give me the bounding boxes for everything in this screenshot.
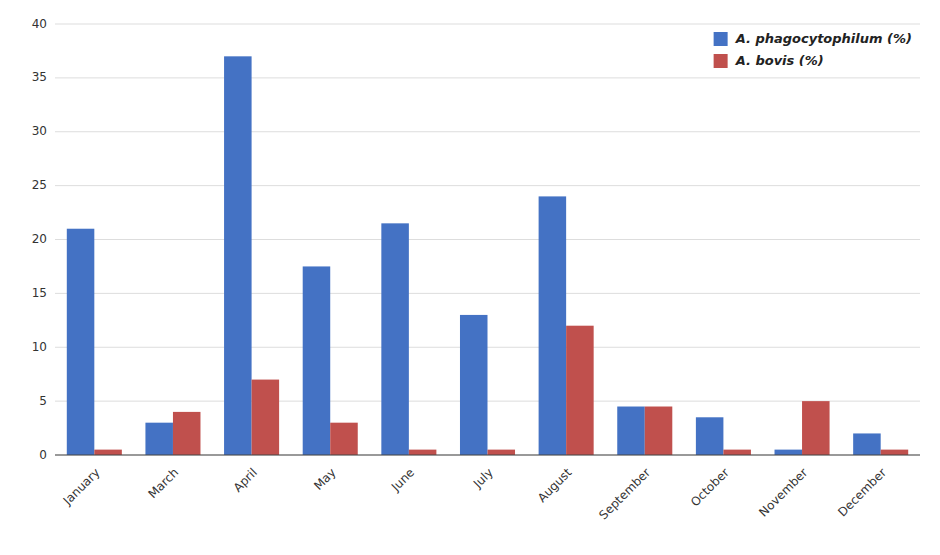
- x-axis: January March April May June July August Septem…: [55, 455, 920, 522]
- bar: [696, 417, 724, 455]
- bars: [67, 56, 908, 455]
- bar: [330, 423, 358, 455]
- bar: [723, 450, 751, 455]
- bar: [409, 450, 437, 455]
- chart-svg: 0 5 10 15 20 25 30 35 40 January March April May June…: [0, 0, 940, 555]
- bar: [224, 56, 252, 455]
- legend-label: A. bovis (%): [735, 53, 824, 68]
- legend: A. phagocytophilum (%) A. bovis (%): [714, 31, 912, 69]
- y-tick-label: 20: [32, 232, 47, 246]
- x-tick-label: June: [388, 465, 417, 494]
- x-tick-label: May: [311, 465, 338, 492]
- bar: [94, 450, 122, 455]
- bar: [67, 229, 95, 455]
- series: [67, 56, 881, 455]
- y-tick-label: 25: [32, 178, 47, 192]
- legend-swatch: [714, 54, 728, 68]
- y-tick-label: 40: [32, 17, 47, 31]
- bar: [645, 407, 673, 455]
- x-tick-label: March: [146, 465, 182, 501]
- bar: [566, 326, 594, 455]
- y-tick-label: 30: [32, 124, 47, 138]
- y-tick-label: 5: [39, 394, 47, 408]
- x-tick-label: November: [756, 465, 810, 519]
- chart-container: 0 5 10 15 20 25 30 35 40 January March April May June…: [0, 0, 940, 555]
- x-tick-label: January: [60, 465, 103, 508]
- grid-line: [55, 24, 920, 25]
- series: [94, 326, 908, 455]
- y-axis: 0 5 10 15 20 25 30 35 40: [32, 17, 47, 462]
- bar: [539, 196, 567, 455]
- x-tick-label: October: [688, 465, 732, 509]
- bar: [488, 450, 516, 455]
- bar: [460, 315, 488, 455]
- y-tick-label: 35: [32, 70, 47, 84]
- bar: [303, 266, 331, 455]
- grid-line: [55, 77, 920, 78]
- x-axis-line: [55, 455, 920, 456]
- y-tick-label: 0: [39, 448, 47, 462]
- legend-label: A. phagocytophilum (%): [735, 31, 912, 46]
- bar: [775, 450, 803, 455]
- bar: [853, 433, 881, 455]
- grid-line: [55, 455, 920, 456]
- bar: [252, 380, 280, 455]
- grid-line: [55, 239, 920, 240]
- y-tick-label: 10: [32, 340, 47, 354]
- bar: [802, 401, 830, 455]
- x-tick-label: December: [835, 465, 889, 519]
- grid-line: [55, 131, 920, 132]
- bar: [617, 407, 645, 455]
- x-tick-label: September: [596, 465, 653, 522]
- grid-line: [55, 293, 920, 294]
- legend-swatch: [714, 32, 728, 46]
- bar: [145, 423, 173, 455]
- grid: [55, 24, 920, 455]
- x-tick-label: August: [535, 465, 575, 505]
- bar: [381, 223, 409, 455]
- bar: [173, 412, 201, 455]
- bar: [881, 450, 909, 455]
- x-tick-label: April: [231, 465, 260, 494]
- grid-line: [55, 185, 920, 186]
- x-tick-label: July: [470, 465, 496, 491]
- y-tick-label: 15: [32, 286, 47, 300]
